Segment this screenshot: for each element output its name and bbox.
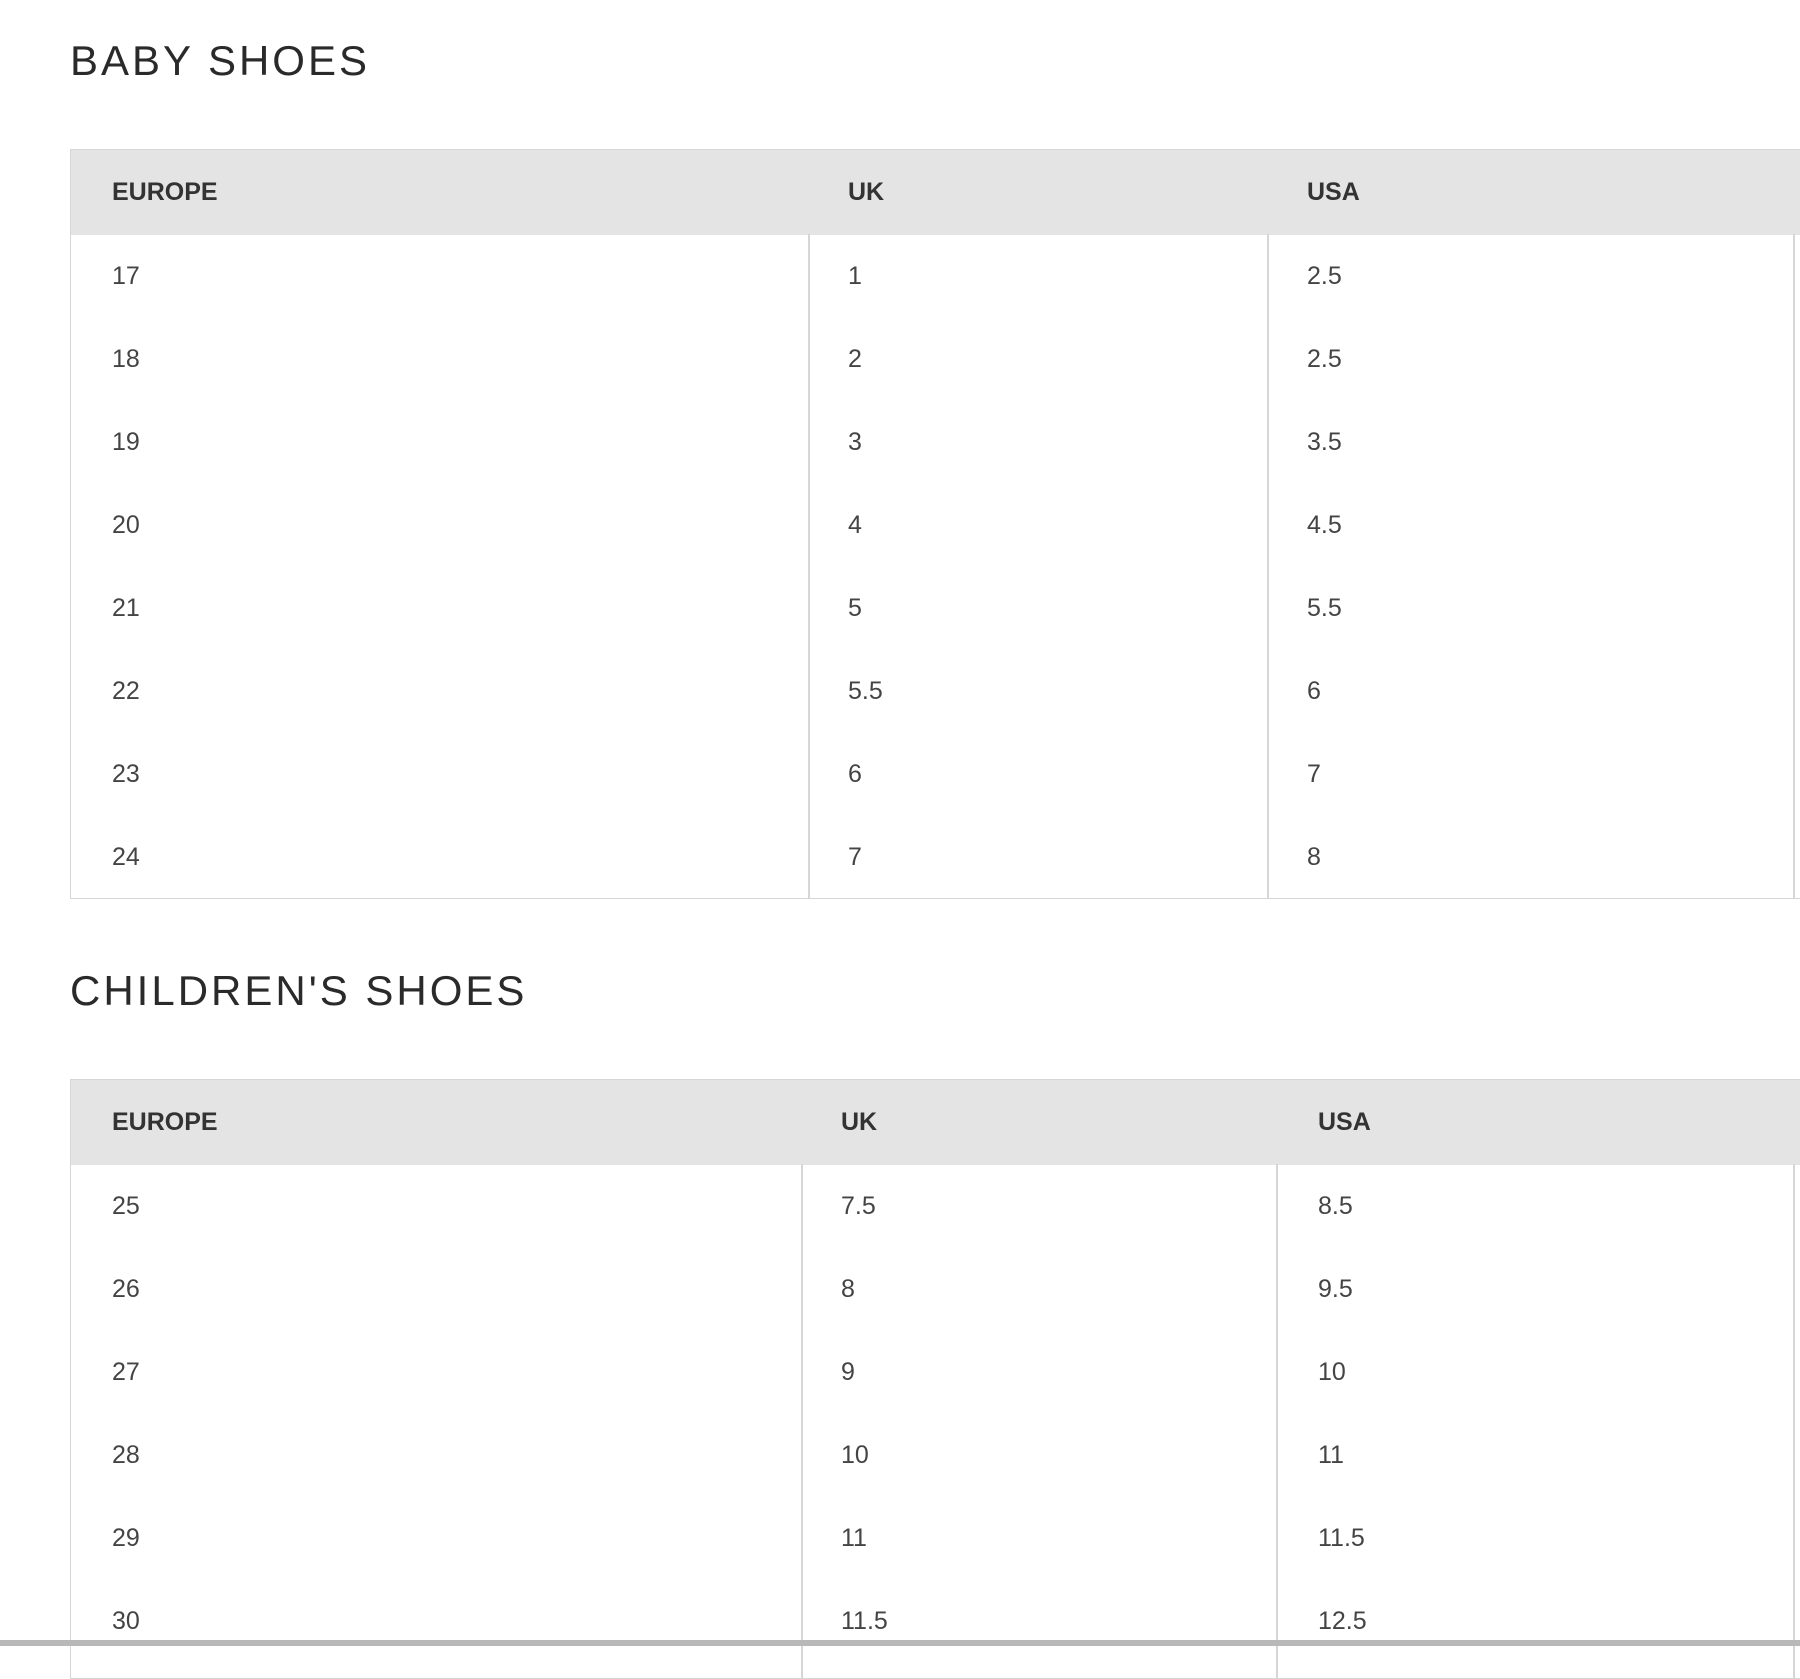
cell-uk: 7 — [848, 843, 862, 871]
cell-usa: 7 — [1307, 760, 1321, 788]
cell-europe: 20 — [112, 511, 140, 539]
cell-europe: 25 — [112, 1192, 140, 1220]
cell-usa: 11.5 — [1318, 1524, 1365, 1552]
column-header-uk: UK — [841, 1108, 878, 1136]
cell-europe: 28 — [112, 1441, 140, 1469]
cell-europe: 17 — [112, 262, 140, 290]
table-header: EUROPE UK USA — [71, 1080, 1800, 1165]
table-row: 20 4 4.5 — [71, 484, 1800, 567]
cell-usa: 11 — [1318, 1441, 1344, 1469]
cell-uk: 9 — [841, 1358, 855, 1386]
table-row: 25 7.5 8.5 — [71, 1165, 1800, 1248]
column-divider — [1793, 1164, 1795, 1678]
table-row: 19 3 3.5 — [71, 401, 1800, 484]
column-divider — [1267, 234, 1269, 898]
cell-europe: 23 — [112, 760, 140, 788]
cell-europe: 26 — [112, 1275, 140, 1303]
table-row: 30 11.5 12.5 — [71, 1580, 1800, 1663]
table-row: 21 5 5.5 — [71, 567, 1800, 650]
table-row: 27 9 10 — [71, 1331, 1800, 1414]
cell-europe: 27 — [112, 1358, 140, 1386]
table-row: 17 1 2.5 — [71, 235, 1800, 318]
table-row: 26 8 9.5 — [71, 1248, 1800, 1331]
baby-shoes-size-table: EUROPE UK USA 17 1 2.5 18 2 2.5 19 3 3.5 20 4 4.5 21 5 5.… — [70, 149, 1800, 899]
cell-uk: 2 — [848, 345, 862, 373]
table-row: 28 10 11 — [71, 1414, 1800, 1497]
cell-uk: 4 — [848, 511, 862, 539]
cell-usa: 2.5 — [1307, 345, 1342, 373]
cell-usa: 2.5 — [1307, 262, 1342, 290]
column-header-europe: EUROPE — [112, 1108, 218, 1136]
baby-shoes-title: BABY SHOES — [70, 37, 371, 84]
cell-uk: 11.5 — [841, 1607, 888, 1635]
cell-europe: 29 — [112, 1524, 140, 1552]
childrens-shoes-title: CHILDREN'S SHOES — [70, 967, 528, 1014]
column-header-usa: USA — [1307, 178, 1360, 206]
column-header-europe: EUROPE — [112, 178, 218, 206]
cell-usa: 9.5 — [1318, 1275, 1353, 1303]
cell-usa: 12.5 — [1318, 1607, 1367, 1635]
cell-usa: 6 — [1307, 677, 1321, 705]
cell-europe: 19 — [112, 428, 140, 456]
table-header: EUROPE UK USA — [71, 150, 1800, 235]
table-row: 29 11 11.5 — [71, 1497, 1800, 1580]
column-divider — [801, 1164, 803, 1678]
cell-uk: 11 — [841, 1524, 867, 1552]
cell-usa: 3.5 — [1307, 428, 1342, 456]
column-header-uk: UK — [848, 178, 885, 206]
cell-uk: 3 — [848, 428, 862, 456]
cell-uk: 8 — [841, 1275, 855, 1303]
table-row: 22 5.5 6 — [71, 650, 1800, 733]
cell-usa: 4.5 — [1307, 511, 1342, 539]
cell-europe: 24 — [112, 843, 140, 871]
column-header-usa: USA — [1318, 1108, 1371, 1136]
cell-uk: 5 — [848, 594, 862, 622]
cell-usa: 5.5 — [1307, 594, 1342, 622]
column-divider — [1793, 234, 1795, 898]
cell-usa: 10 — [1318, 1358, 1346, 1386]
cell-uk: 6 — [848, 760, 862, 788]
cell-europe: 22 — [112, 677, 140, 705]
cell-usa: 8.5 — [1318, 1192, 1353, 1220]
cell-uk: 5.5 — [848, 677, 883, 705]
column-divider — [808, 234, 810, 898]
cell-europe: 21 — [112, 594, 140, 622]
childrens-shoes-size-table: EUROPE UK USA 25 7.5 8.5 26 8 9.5 27 9 10 28 10 11 29 11… — [70, 1079, 1800, 1679]
cell-usa: 8 — [1307, 843, 1321, 871]
cell-uk: 1 — [848, 262, 862, 290]
table-row: 23 6 7 — [71, 733, 1800, 816]
table-row: 24 7 8 — [71, 816, 1800, 898]
cell-uk: 10 — [841, 1441, 869, 1469]
column-divider — [1276, 1164, 1278, 1678]
cell-europe: 30 — [112, 1607, 140, 1635]
cell-europe: 18 — [112, 345, 140, 373]
horizontal-scrollbar[interactable] — [0, 1640, 1800, 1646]
table-row: 18 2 2.5 — [71, 318, 1800, 401]
cell-uk: 7.5 — [841, 1192, 876, 1220]
